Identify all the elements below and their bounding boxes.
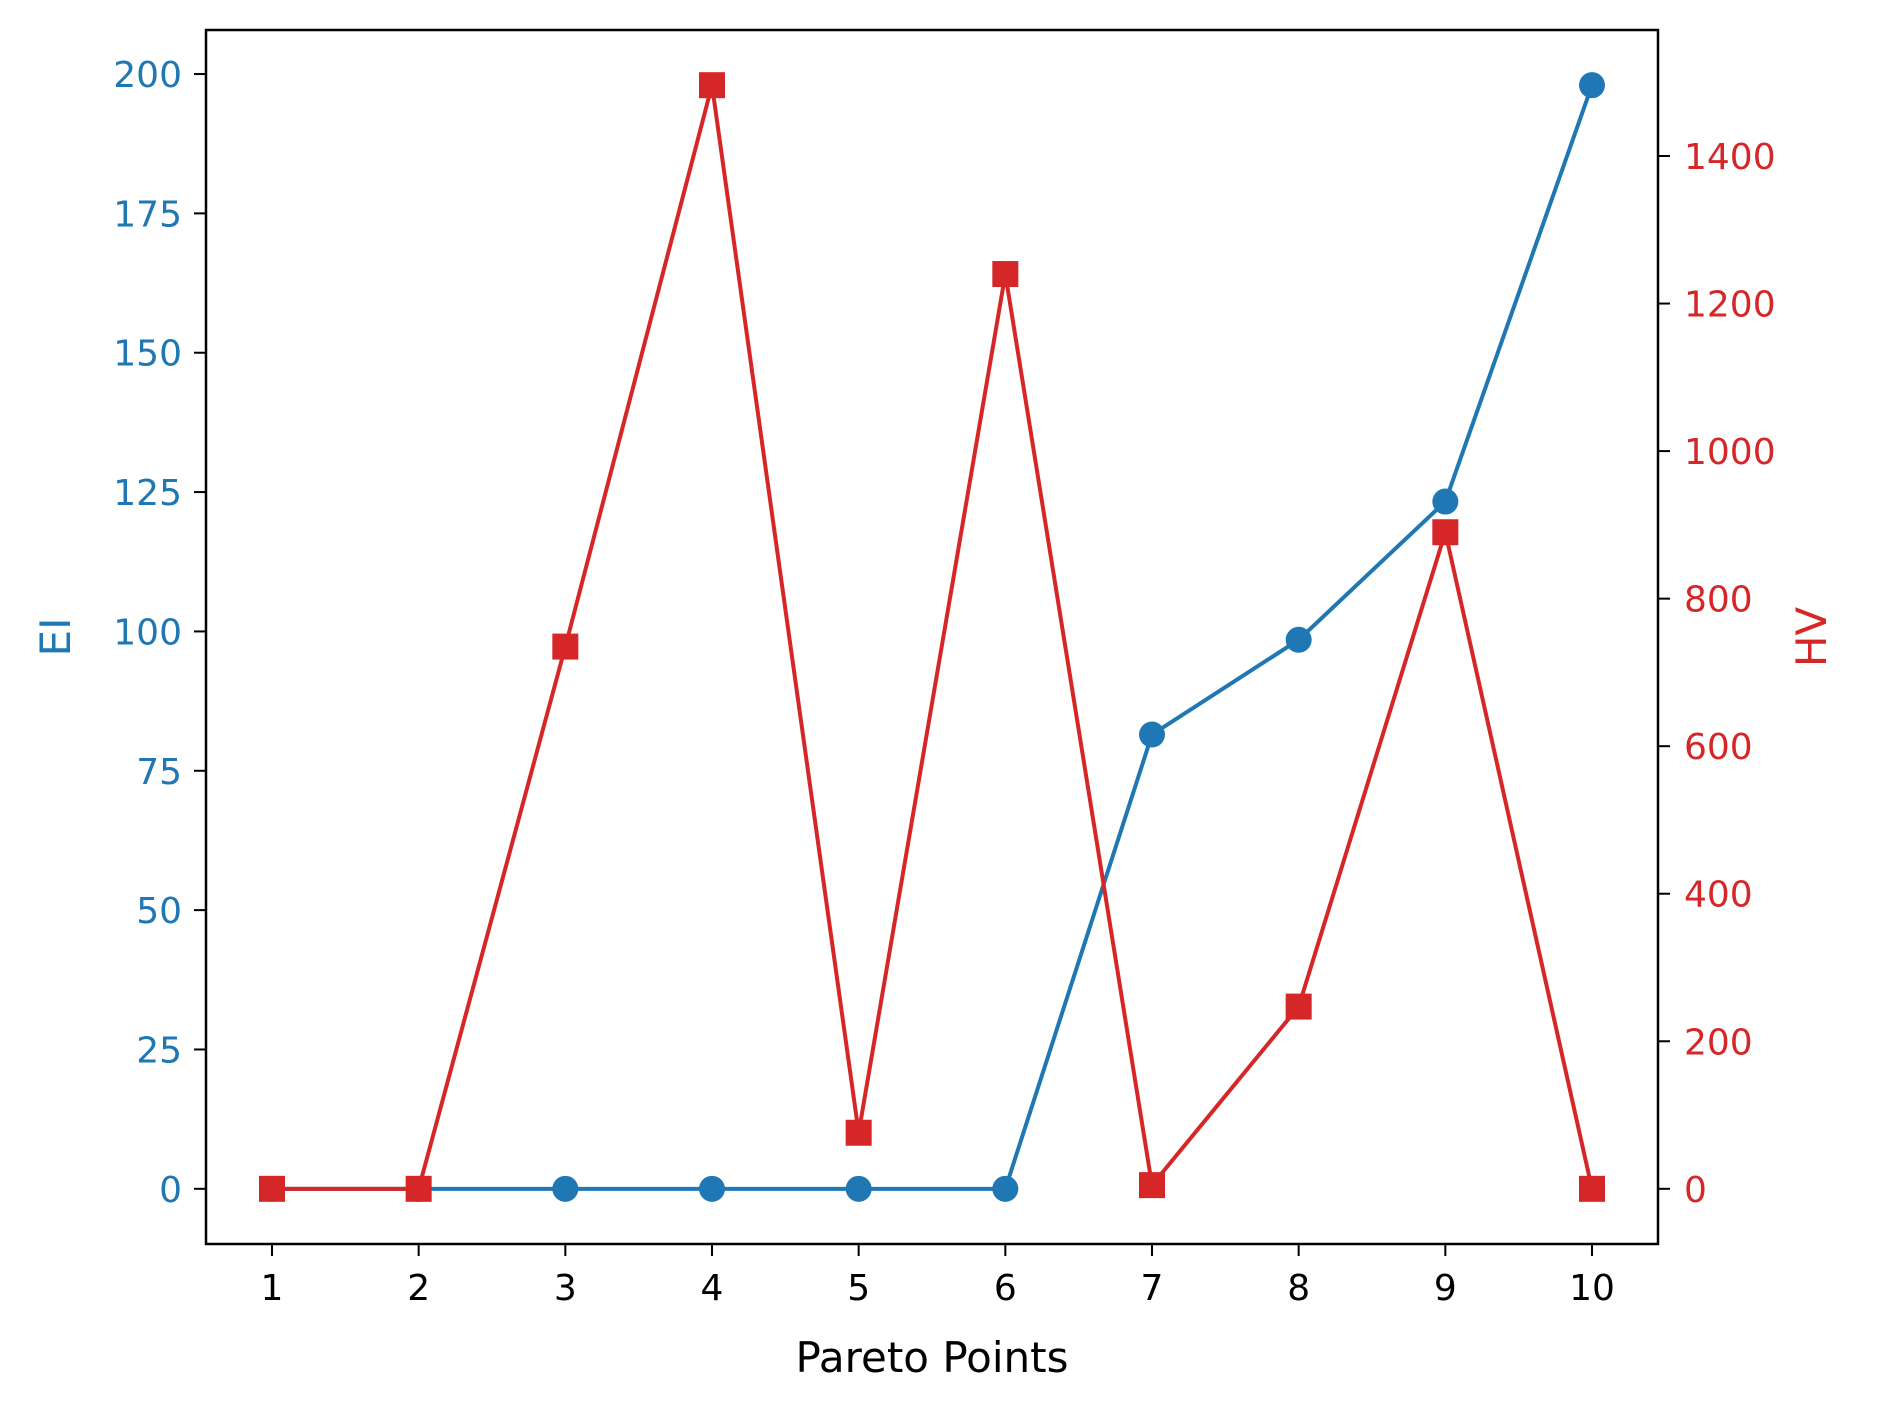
y-axis-right-title: HV: [1787, 607, 1836, 668]
hv-data-point: [552, 633, 579, 660]
y-left-tick-label: 75: [136, 752, 182, 793]
ei-data-point: [1432, 488, 1459, 515]
x-tick-label: 6: [994, 1268, 1017, 1309]
y-left-tick-label: 100: [113, 612, 182, 653]
hv-data-point: [699, 72, 725, 99]
hv-data-point: [405, 1175, 432, 1202]
hv-data-point: [259, 1175, 285, 1202]
y-axis-right: 0 200 400 600 800 1000 1200 1400: [1658, 137, 1776, 1211]
x-tick-label: 9: [1434, 1268, 1457, 1309]
y-right-tick-label: 800: [1684, 580, 1753, 621]
ei-series-line: [272, 84, 1594, 1191]
hv-data-point: [845, 1119, 872, 1146]
ei-data-point: [1579, 72, 1605, 99]
y-right-tick-label: 400: [1684, 875, 1753, 916]
hv-data-point: [1579, 1175, 1605, 1202]
y-right-tick-label: 0: [1684, 1170, 1707, 1211]
y-left-tick-label: 175: [113, 194, 182, 235]
y-right-tick-label: 1000: [1684, 432, 1776, 473]
x-tick-label: 3: [554, 1268, 577, 1309]
hv-series-line: [272, 83, 1594, 1191]
x-tick-label: 4: [701, 1268, 724, 1309]
y-left-tick-label: 125: [113, 473, 182, 514]
y-left-tick-label: 200: [113, 55, 182, 96]
x-tick-label: 10: [1569, 1268, 1615, 1309]
y-right-tick-label: 1200: [1684, 285, 1776, 326]
x-tick-label: 1: [261, 1268, 284, 1309]
y-left-tick-label: 0: [159, 1170, 182, 1211]
y-axis-left: 0 25 50 75 100 125 150 175 200: [113, 55, 206, 1211]
hv-data-point: [1432, 519, 1459, 546]
ei-data-point: [1285, 626, 1312, 653]
x-axis: 1 2 3 4 5 6 7 8 9 10: [261, 1244, 1615, 1309]
ei-data-point: [992, 1175, 1019, 1202]
ei-data-point: [699, 1175, 725, 1202]
x-tick-label: 8: [1287, 1268, 1310, 1309]
ei-data-point: [1139, 721, 1165, 748]
x-tick-label: 2: [407, 1268, 430, 1309]
y-left-tick-label: 25: [136, 1030, 182, 1071]
x-tick-label: 5: [847, 1268, 870, 1309]
ei-data-point: [552, 1175, 579, 1202]
y-right-tick-label: 200: [1684, 1022, 1753, 1063]
x-tick-label: 7: [1141, 1268, 1164, 1309]
hv-data-point: [1285, 993, 1312, 1020]
y-axis-left-title: EI: [31, 618, 80, 657]
hv-data-point: [992, 261, 1019, 288]
y-right-tick-label: 600: [1684, 727, 1753, 768]
x-axis-title: Pareto Points: [795, 1333, 1068, 1382]
hv-data-point: [1139, 1172, 1165, 1199]
plot-frame: [204, 28, 1660, 1246]
ei-data-point: [845, 1175, 872, 1202]
y-left-tick-label: 150: [113, 334, 182, 375]
y-right-tick-label: 1400: [1684, 137, 1776, 178]
y-left-tick-label: 50: [136, 891, 182, 932]
